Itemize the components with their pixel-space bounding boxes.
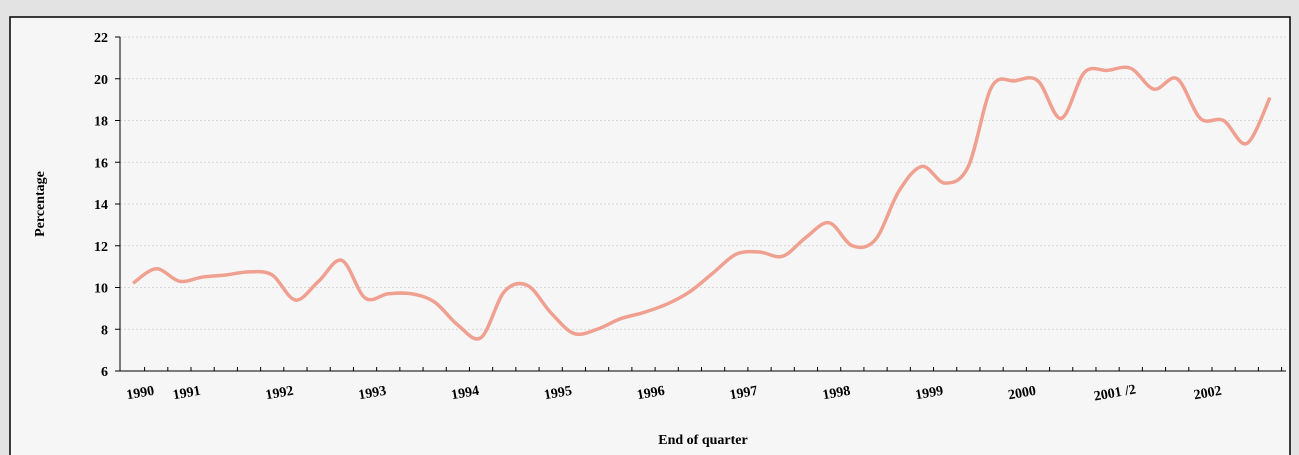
x-tick-label: 2002 — [1193, 384, 1223, 404]
x-tick-label: 2001 /2 — [1093, 382, 1137, 404]
x-tick-label: 2000 — [1007, 384, 1037, 404]
y-axis-label: Percentage — [33, 171, 48, 237]
data-line — [131, 65, 1272, 341]
y-tick-label: 8 — [101, 323, 108, 338]
x-axis-label: End of quarter — [658, 433, 747, 448]
x-tick-label: 1999 — [914, 384, 944, 404]
x-tick-label: 1995 — [543, 384, 573, 404]
x-tick-label: 1990 — [125, 384, 155, 404]
x-tick-label: 1998 — [821, 384, 851, 404]
y-tick-label: 14 — [94, 198, 108, 213]
y-tick-label: 22 — [94, 31, 108, 46]
y-tick-label: 6 — [101, 365, 108, 380]
x-tick-label: 1993 — [357, 384, 387, 404]
x-tick-label: 1997 — [729, 384, 759, 404]
x-tick-label: 1992 — [265, 384, 295, 404]
x-tick-label: 1994 — [450, 384, 480, 404]
x-tick-label: 1991 — [172, 384, 202, 404]
y-tick-label: 20 — [94, 73, 108, 88]
x-tick-label: 1996 — [636, 384, 666, 404]
y-tick-label: 18 — [94, 115, 108, 130]
y-tick-label: 10 — [94, 282, 108, 297]
y-tick-label: 16 — [94, 156, 108, 171]
y-tick-label: 12 — [94, 240, 108, 255]
